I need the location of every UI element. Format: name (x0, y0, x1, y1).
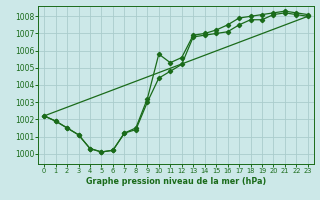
X-axis label: Graphe pression niveau de la mer (hPa): Graphe pression niveau de la mer (hPa) (86, 177, 266, 186)
